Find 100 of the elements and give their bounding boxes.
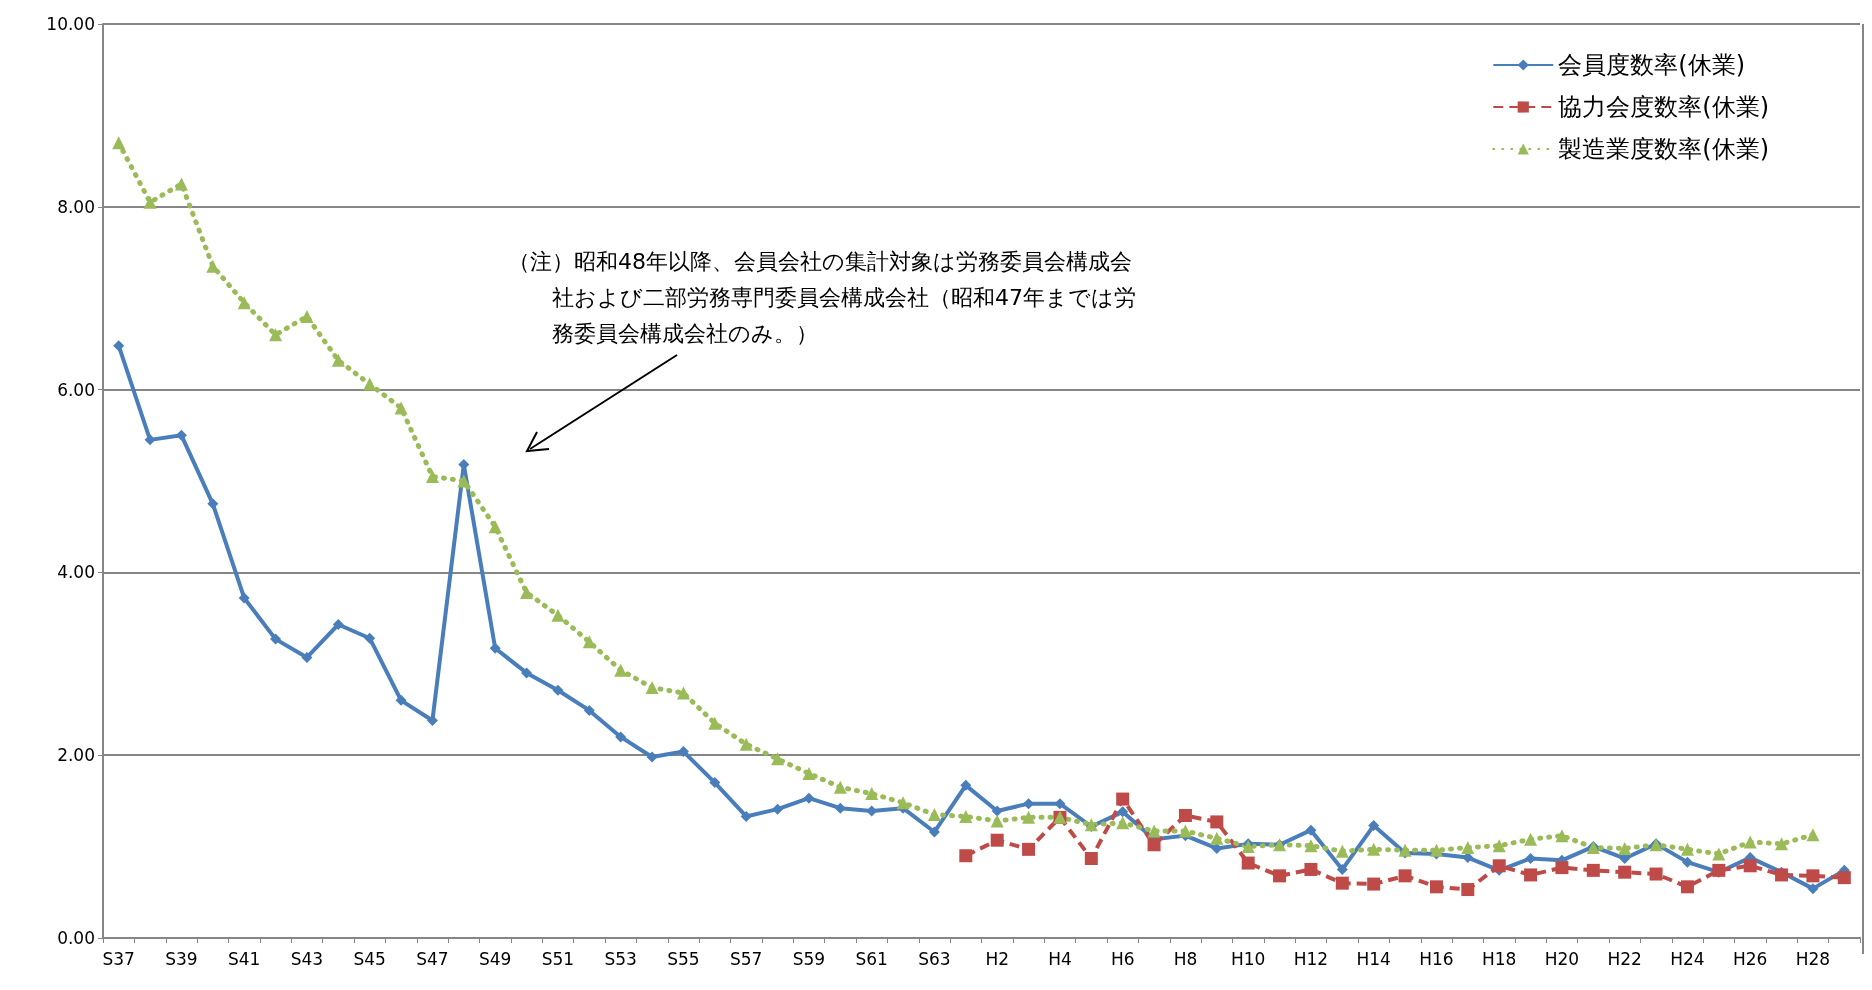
point xyxy=(865,787,879,801)
y-tick-label: 2.00 xyxy=(57,745,95,766)
x-tick-label: S53 xyxy=(604,948,637,969)
point xyxy=(1586,863,1600,877)
x-tick-label: H28 xyxy=(1795,948,1831,969)
point xyxy=(833,780,847,794)
point xyxy=(1712,847,1726,861)
point xyxy=(1429,880,1443,894)
x-tick-label: S49 xyxy=(478,948,512,969)
point xyxy=(1210,831,1224,845)
point xyxy=(1743,859,1757,873)
point xyxy=(1367,877,1381,891)
point xyxy=(551,608,565,622)
x-tick-label: H18 xyxy=(1481,948,1517,969)
point xyxy=(174,177,188,191)
point xyxy=(1335,844,1349,858)
point xyxy=(1241,840,1255,854)
x-tick-label: H24 xyxy=(1670,948,1705,969)
point xyxy=(552,684,564,696)
point xyxy=(457,474,471,488)
point xyxy=(1178,824,1192,838)
point xyxy=(990,833,1004,847)
point xyxy=(520,586,534,600)
point xyxy=(740,810,752,822)
point xyxy=(1807,883,1819,895)
point xyxy=(1022,810,1036,824)
point xyxy=(1743,835,1757,849)
x-tick-label: S43 xyxy=(290,948,324,969)
point xyxy=(1178,809,1192,823)
x-tick-label: H16 xyxy=(1419,948,1454,969)
point xyxy=(709,777,721,789)
point xyxy=(1681,856,1693,868)
point xyxy=(425,469,439,483)
point xyxy=(113,340,125,352)
point xyxy=(708,716,722,730)
point xyxy=(646,751,658,763)
point xyxy=(1084,851,1098,865)
point xyxy=(1618,841,1632,855)
point xyxy=(1429,843,1443,857)
point xyxy=(583,704,595,716)
point xyxy=(896,796,910,810)
x-tick-label: S45 xyxy=(353,948,386,969)
point xyxy=(1461,841,1475,855)
y-tick-label: 10.00 xyxy=(46,14,95,34)
point xyxy=(1022,842,1036,856)
point xyxy=(1241,856,1255,870)
y-tick-label: 4.00 xyxy=(57,562,95,583)
point xyxy=(207,498,219,510)
x-tick-label: S51 xyxy=(541,948,575,969)
point xyxy=(582,635,596,649)
point xyxy=(1117,806,1129,818)
point xyxy=(1618,865,1632,879)
point xyxy=(206,259,220,273)
point xyxy=(1116,816,1130,830)
point xyxy=(1398,843,1412,857)
point xyxy=(1210,815,1224,829)
point xyxy=(1555,861,1569,875)
x-tick-label: H10 xyxy=(1230,948,1266,969)
point xyxy=(1680,842,1694,856)
point xyxy=(1368,820,1380,832)
point xyxy=(270,633,282,645)
point xyxy=(771,752,785,766)
point xyxy=(1305,824,1317,836)
x-tick-label: H6 xyxy=(1110,948,1135,969)
point xyxy=(739,737,753,751)
point xyxy=(237,296,251,310)
point xyxy=(1555,829,1569,843)
x-tick-label: H26 xyxy=(1732,948,1768,969)
point xyxy=(614,663,628,677)
x-tick-label: S37 xyxy=(102,948,135,969)
point xyxy=(677,746,689,758)
point xyxy=(959,849,973,863)
point xyxy=(1116,792,1130,806)
point xyxy=(960,779,972,791)
legend-label: 協力会度数率(休業) xyxy=(1558,93,1770,121)
point xyxy=(1336,863,1348,875)
point xyxy=(1367,842,1381,856)
point xyxy=(1775,837,1789,851)
x-tick-label: H2 xyxy=(985,948,1009,969)
point xyxy=(1806,828,1820,842)
y-tick-label: 8.00 xyxy=(57,196,95,217)
point xyxy=(364,632,376,644)
point xyxy=(991,805,1003,817)
x-tick-label: S59 xyxy=(792,948,826,969)
legend-label: 製造業度数率(休業) xyxy=(1558,135,1770,163)
x-tick-label: H22 xyxy=(1607,948,1642,969)
point xyxy=(927,808,941,822)
point xyxy=(300,309,314,323)
point xyxy=(1335,876,1349,890)
point xyxy=(394,401,408,415)
point xyxy=(990,814,1004,828)
x-tick-label: S55 xyxy=(667,948,700,969)
point xyxy=(1775,868,1789,882)
x-tick-label: H20 xyxy=(1544,948,1580,969)
point xyxy=(395,694,407,706)
point xyxy=(1304,862,1318,876)
point xyxy=(676,686,690,700)
point xyxy=(332,619,344,630)
x-tick-label: H4 xyxy=(1048,948,1072,969)
point xyxy=(803,792,815,804)
